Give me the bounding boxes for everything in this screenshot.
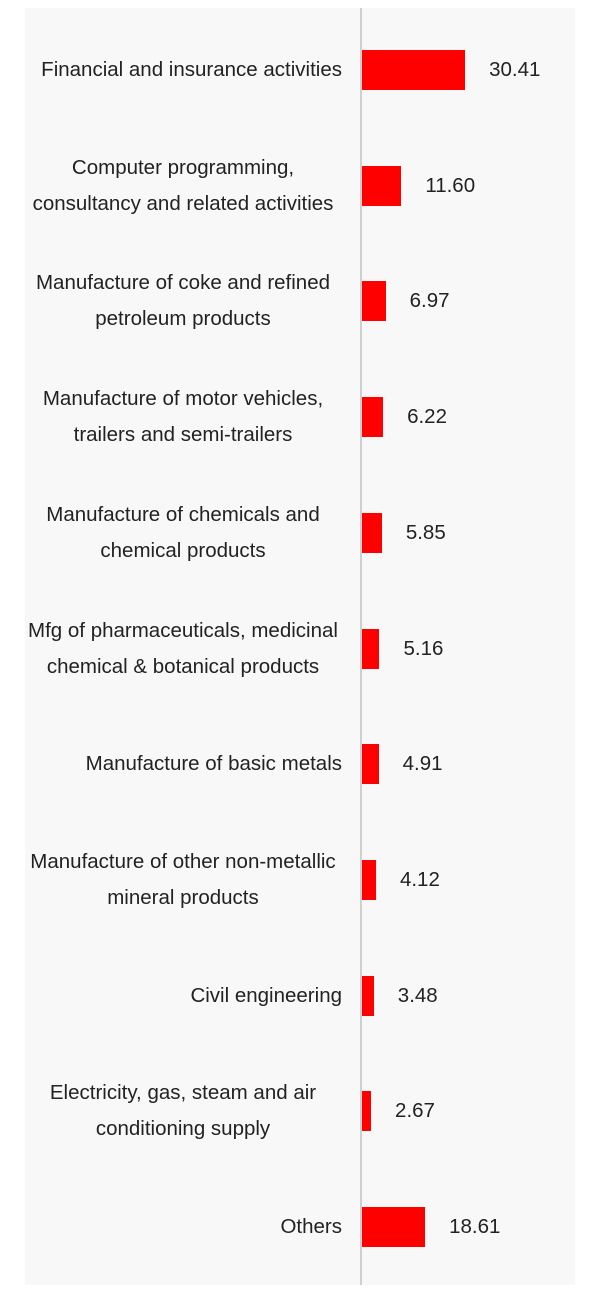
category-label: Computer programming, consultancy and re… xyxy=(32,155,334,215)
bar xyxy=(362,744,379,785)
category-label: Manufacture of coke and refined petroleu… xyxy=(35,271,331,331)
value-label: 30.41 xyxy=(489,58,541,81)
bar xyxy=(362,512,382,553)
plot-area xyxy=(25,8,575,1285)
bar xyxy=(362,628,380,669)
bar xyxy=(362,50,466,90)
bar xyxy=(362,1207,426,1247)
bar xyxy=(362,165,402,206)
value-label: 11.60 xyxy=(425,173,476,197)
category-label: Mfg of pharmaceuticals, medicinal chemic… xyxy=(28,618,338,678)
bar xyxy=(362,281,386,322)
bar xyxy=(362,859,376,900)
value-label: 18.61 xyxy=(449,1215,501,1238)
category-label: Civil engineering xyxy=(190,983,342,1007)
category-label: Others xyxy=(280,1215,342,1238)
category-label: Manufacture of basic metals xyxy=(85,752,342,776)
bar xyxy=(362,1091,372,1132)
bar xyxy=(362,397,384,438)
category-label: Financial and insurance activities xyxy=(41,58,342,81)
value-label: 5.85 xyxy=(405,520,446,544)
value-label: 6.22 xyxy=(407,405,447,429)
value-label: 3.48 xyxy=(397,983,438,1007)
value-label: 5.16 xyxy=(403,636,444,660)
value-label: 6.97 xyxy=(409,289,450,313)
bar xyxy=(362,975,374,1016)
category-label: Manufacture of motor vehicles, trailers … xyxy=(42,387,324,447)
category-label: Electricity, gas, steam and air conditio… xyxy=(49,1081,317,1141)
category-label: Manufacture of chemicals and chemical pr… xyxy=(46,502,320,562)
value-label: 2.67 xyxy=(395,1099,435,1123)
value-label: 4.91 xyxy=(402,752,443,776)
category-axis-line xyxy=(360,8,362,1285)
category-label: Manufacture of other non-metallic minera… xyxy=(30,849,336,909)
value-label: 4.12 xyxy=(399,867,440,891)
